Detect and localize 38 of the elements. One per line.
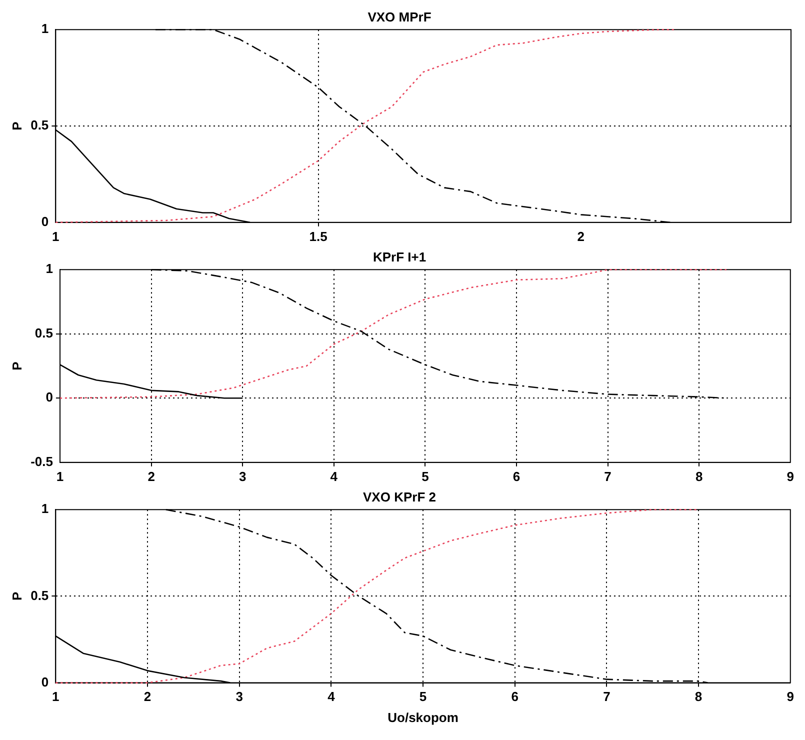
x-tick-label: 9 [786, 689, 794, 704]
line-series [55, 508, 700, 684]
x-tick-label: 9 [786, 468, 794, 484]
y-axis-title: P [9, 592, 24, 601]
x-tick-label: 2 [577, 228, 585, 244]
x-tick-label: 4 [330, 468, 338, 484]
x-tick-label: 1.5 [309, 228, 328, 244]
x-axis-title: Uo/skopom [388, 710, 458, 725]
x-tick-label: 7 [603, 689, 610, 704]
x-tick-label: 2 [148, 468, 155, 484]
y-tick-label: 0.5 [30, 588, 49, 603]
y-tick-label: 0 [46, 390, 53, 405]
x-tick-label: 8 [695, 468, 703, 484]
y-tick-label: 0 [41, 214, 49, 229]
x-tick-label: 7 [604, 468, 612, 484]
y-tick-label: 0.5 [30, 118, 49, 133]
chart-title: KPrF I+1 [372, 249, 426, 264]
x-tick-label: 5 [419, 689, 427, 704]
y-tick-label: 1 [46, 261, 53, 276]
x-tick-label: 2 [144, 689, 152, 704]
x-tick-label: 5 [422, 468, 429, 484]
y-axis-title: P [9, 121, 24, 130]
chart-title: VXO MPrF [368, 9, 432, 24]
y-tick-label: 0.5 [34, 325, 53, 340]
x-tick-label: 6 [512, 468, 520, 484]
x-tick-label: 1 [56, 468, 64, 484]
x-tick-label: 3 [236, 689, 243, 704]
x-tick-label: 3 [238, 468, 246, 484]
chart-title: VXO KPrF 2 [363, 489, 436, 504]
y-tick-label: 1 [41, 21, 49, 36]
x-tick-label: 6 [511, 689, 518, 704]
x-tick-label: 4 [328, 689, 336, 704]
y-tick-label: 1 [41, 501, 49, 516]
x-tick-label: 8 [694, 689, 702, 704]
y-axis-title: P [9, 361, 24, 370]
y-tick-label: 0 [41, 674, 49, 690]
line-series [55, 28, 676, 224]
y-tick-label: -0.5 [30, 454, 53, 469]
